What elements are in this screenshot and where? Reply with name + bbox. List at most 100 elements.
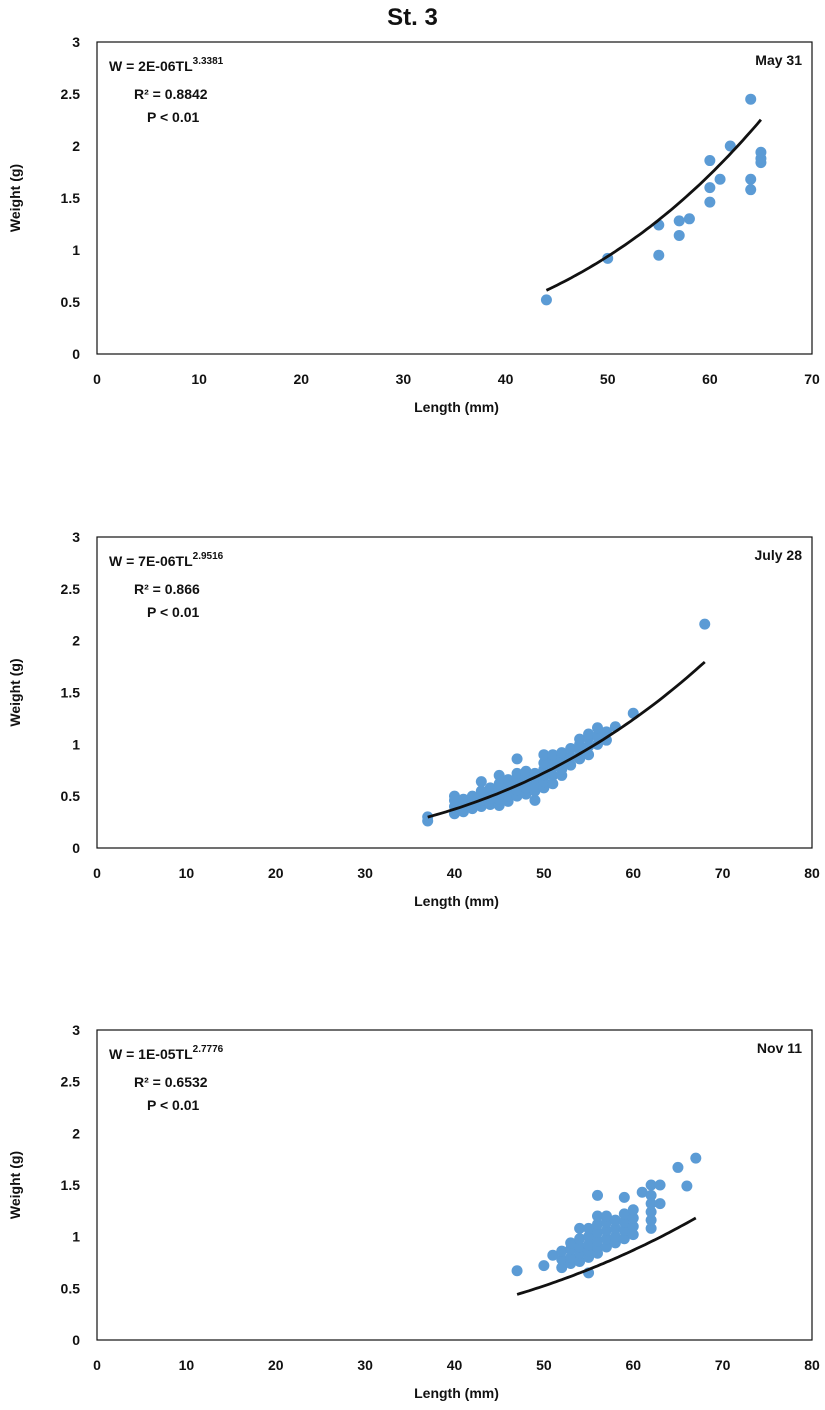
x-tick-label: 0: [93, 865, 101, 881]
equation-prefix: W = 2E-06TL: [109, 58, 193, 74]
y-tick-label: 0.5: [61, 294, 81, 310]
x-tick-label: 40: [498, 371, 514, 387]
data-point: [600, 1224, 612, 1236]
x-axis-label: Length (mm): [414, 893, 499, 909]
y-tick-label: 3: [72, 34, 80, 50]
plot-frame: [96, 536, 813, 849]
data-point: [449, 790, 460, 802]
x-tick-label: 50: [536, 1357, 552, 1373]
data-point: [654, 1179, 666, 1191]
y-tick-label: 3: [72, 1022, 80, 1038]
y-tick-label: 3: [72, 529, 80, 545]
x-axis-label: Length (mm): [414, 1385, 499, 1401]
data-point: [600, 1233, 612, 1245]
data-point: [755, 146, 767, 158]
data-point: [618, 1233, 630, 1245]
data-point: [683, 213, 695, 225]
data-point: [636, 1186, 648, 1198]
data-point: [547, 778, 559, 790]
data-point: [704, 182, 716, 194]
x-tick-label: 0: [93, 371, 101, 387]
equation-exponent: 2.9516: [193, 551, 224, 562]
y-tick-label: 2: [72, 138, 80, 154]
r-squared-label: R² = 0.866: [134, 581, 200, 597]
data-point: [565, 1251, 577, 1263]
data-point: [574, 1233, 586, 1245]
x-tick-label: 10: [191, 371, 207, 387]
fit-curve: [516, 1216, 697, 1296]
data-point: [511, 767, 523, 779]
data-point: [681, 1180, 693, 1192]
data-point: [502, 774, 514, 786]
data-point: [745, 173, 757, 185]
data-point: [583, 728, 595, 740]
data-point: [592, 1227, 603, 1239]
data-point: [699, 618, 711, 630]
data-point: [556, 747, 568, 759]
x-tick-label: 30: [357, 865, 373, 881]
p-value-label: P < 0.01: [147, 109, 200, 125]
y-tick-label: 2.5: [61, 1074, 81, 1090]
data-point: [475, 776, 487, 788]
x-tick-label: 70: [715, 865, 731, 881]
data-point: [704, 196, 716, 208]
x-tick-label: 70: [715, 1357, 731, 1373]
fit-curve: [545, 118, 762, 292]
data-point: [600, 1241, 612, 1253]
data-point: [511, 753, 523, 765]
data-point: [520, 765, 532, 777]
regression-equation: W = 1E-05TL2.7776: [109, 1044, 224, 1062]
data-point: [653, 249, 665, 261]
x-tick-label: 60: [625, 1357, 641, 1373]
regression-equation: W = 2E-06TL3.3381: [109, 56, 224, 74]
data-point: [538, 1260, 550, 1272]
y-tick-label: 1.5: [61, 685, 81, 701]
equation-exponent: 2.7776: [193, 1044, 224, 1055]
data-point: [645, 1214, 657, 1226]
x-tick-label: 40: [447, 1357, 463, 1373]
data-point: [547, 749, 559, 761]
data-point: [704, 155, 716, 167]
p-value-label: P < 0.01: [147, 604, 200, 620]
data-point: [645, 1179, 657, 1191]
panel-date-label: July 28: [755, 547, 803, 563]
data-point: [565, 759, 577, 771]
panel-date-label: Nov 11: [757, 1040, 802, 1056]
equation-prefix: W = 7E-06TL: [109, 553, 193, 569]
x-tick-label: 0: [93, 1357, 101, 1373]
regression-equation: W = 7E-06TL2.9516: [109, 551, 224, 569]
data-point: [714, 173, 726, 185]
data-point: [745, 184, 757, 196]
data-point: [538, 757, 550, 769]
x-tick-label: 70: [804, 371, 820, 387]
data-point: [645, 1189, 657, 1201]
data-point: [556, 1245, 568, 1257]
data-point: [600, 734, 612, 746]
data-point: [745, 93, 757, 105]
y-tick-label: 0: [72, 840, 80, 856]
data-point: [475, 785, 487, 797]
plot-frame: [96, 41, 813, 355]
data-point: [592, 1189, 603, 1201]
x-tick-label: 20: [268, 1357, 284, 1373]
equation-exponent: 3.3381: [193, 56, 224, 67]
x-axis-label: Length (mm): [414, 399, 499, 415]
y-tick-label: 2.5: [61, 581, 81, 597]
data-point: [673, 229, 685, 241]
x-tick-label: 50: [536, 865, 552, 881]
figure-title: St. 3: [387, 4, 438, 31]
data-point: [556, 1262, 568, 1274]
data-point: [493, 778, 505, 790]
data-point: [609, 1222, 621, 1234]
x-tick-label: 80: [804, 1357, 820, 1373]
data-point: [673, 215, 685, 227]
y-tick-label: 1: [72, 736, 80, 752]
data-point: [583, 1222, 595, 1234]
data-point: [654, 1198, 666, 1210]
data-point: [609, 1231, 621, 1243]
data-point: [690, 1152, 702, 1164]
x-tick-label: 20: [293, 371, 309, 387]
y-axis-label: Weight (g): [7, 164, 23, 232]
x-tick-label: 80: [804, 865, 820, 881]
